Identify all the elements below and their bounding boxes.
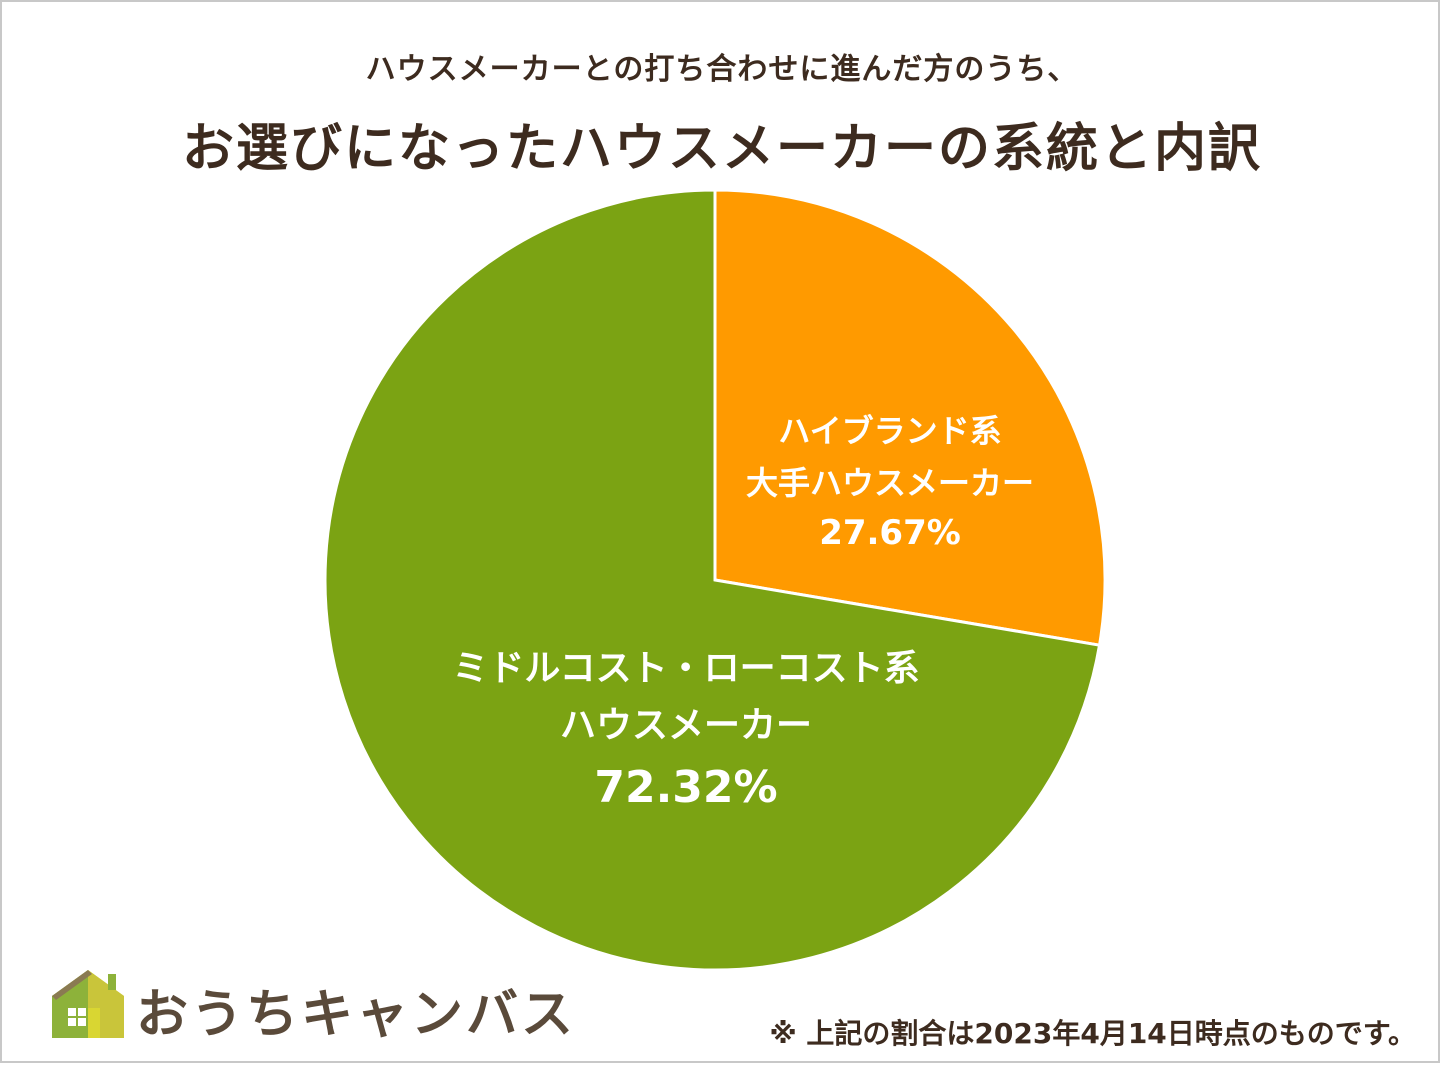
house-logo-icon	[52, 970, 124, 1038]
pie-labels: ハイブランド系 大手ハウスメーカー 27.67% ミドルコスト・ローコスト系 ハ…	[452, 412, 1034, 813]
chart-subtitle: ハウスメーカーとの打ち合わせに進んだ方のうち、	[365, 52, 1079, 87]
footnote: ※ 上記の割合は2023年4月14日時点のものです。	[769, 1017, 1416, 1050]
pie-slice-middle-low	[323, 188, 1102, 972]
logo-text: おうちキャンバス	[136, 985, 577, 1045]
slice-label-middle-low-line-1: ミドルコスト・ローコスト系	[452, 648, 919, 689]
slice-label-high-brand-line-1: ハイブランド系	[778, 412, 1001, 450]
brand-logo: おうちキャンバス	[48, 968, 608, 1045]
pie-slice-high-brand	[713, 188, 1107, 647]
pie-slices	[323, 188, 1107, 972]
slice-label-high-brand-line-2: 大手ハウスメーカー	[746, 464, 1034, 502]
slice-value-high-brand: 27.67%	[819, 513, 961, 553]
slice-value-middle-low: 72.32%	[594, 762, 777, 813]
slice-label-middle-low-line-2: ハウスメーカー	[560, 705, 812, 746]
chart-title: お選びになったハウスメーカーの系統と内訳	[181, 119, 1262, 179]
